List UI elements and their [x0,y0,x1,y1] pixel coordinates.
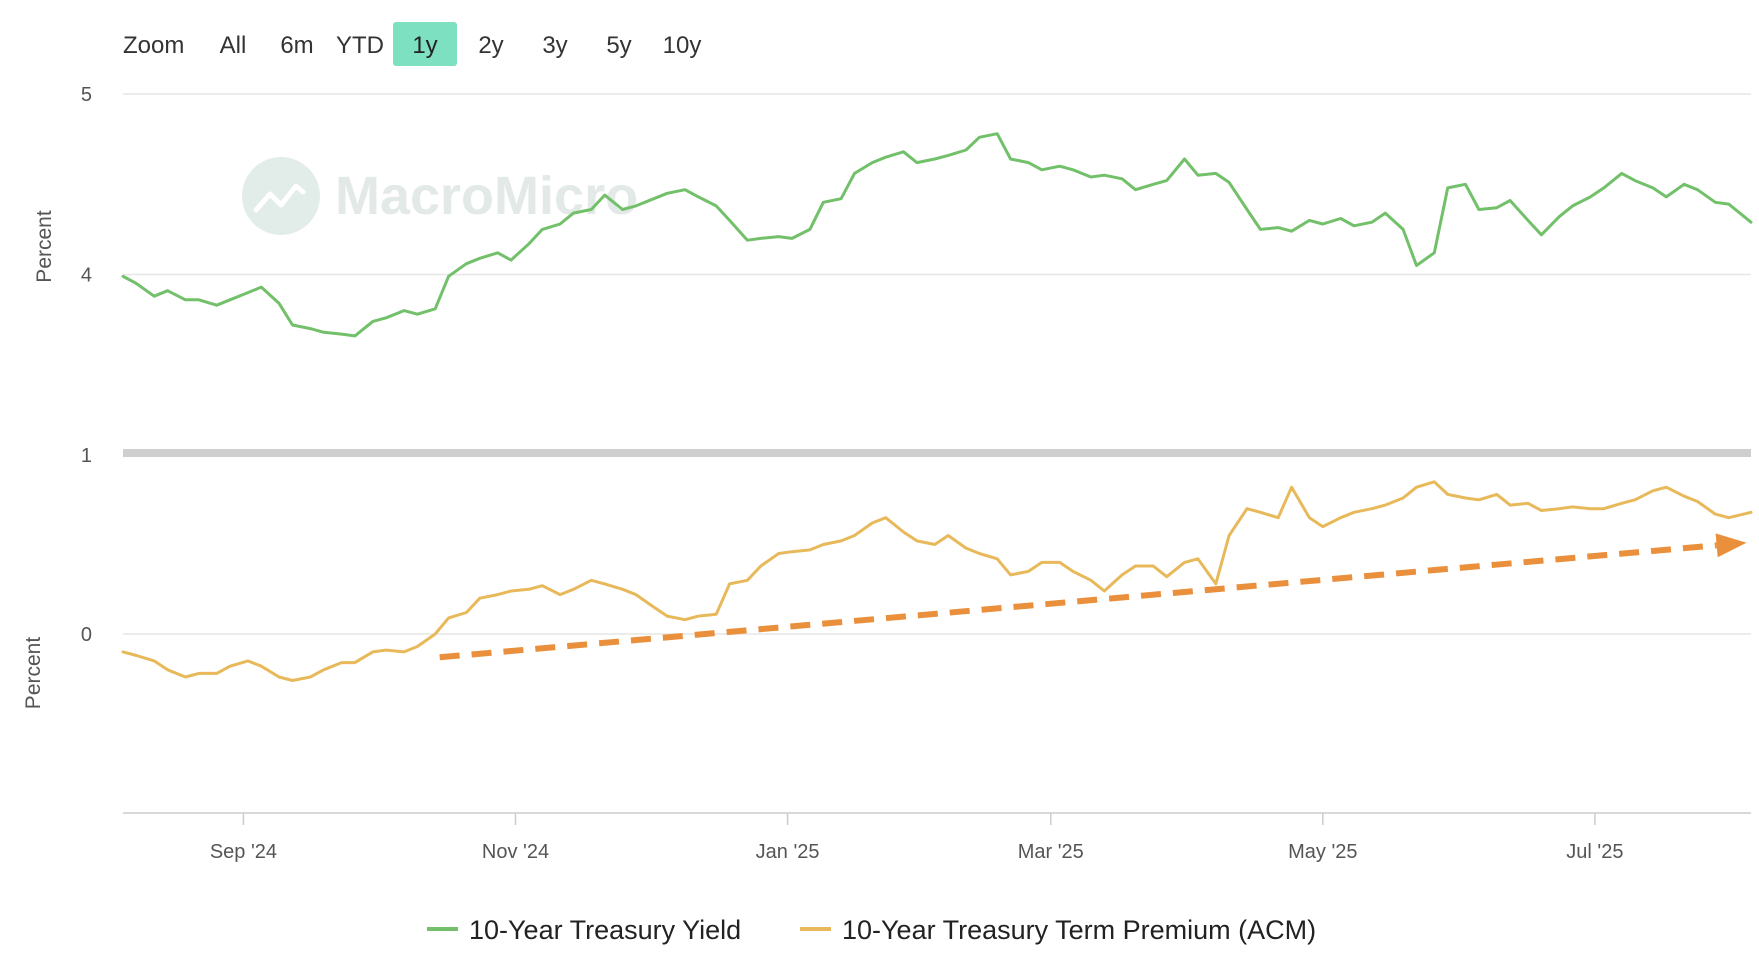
range-button-label: 6m [280,32,313,59]
range-button-1y[interactable]: 1y [393,22,457,66]
range-button-ytd[interactable]: YTD [336,32,384,59]
range-button-label: 1y [412,32,437,59]
range-button-10y[interactable]: 10y [663,32,702,59]
range-button-label: 10y [663,32,702,59]
pane-divider[interactable] [123,449,1751,457]
y-tick-label: 0 [81,624,92,646]
trend-arrow-line [439,542,1717,661]
watermark: MacroMicro [242,157,638,235]
range-button-active-bg [393,22,457,66]
legend-label: 10-Year Treasury Yield [469,915,741,945]
range-button-label: 2y [478,32,503,59]
y-tick-label: 1 [81,445,92,467]
legend-label: 10-Year Treasury Term Premium (ACM) [842,915,1316,945]
x-tick-label: Nov '24 [482,841,549,863]
series-line-0 [121,480,1753,682]
x-tick-label: Sep '24 [210,841,277,863]
bottom-pane: 1 0 Percent Sep '24 Nov '24 Jan '25 Mar '25 May… [22,445,1753,863]
range-button-5y[interactable]: 5y [606,32,631,59]
range-selector: Zoom All 6m YTD 1y 2y 3y 5y 10y [123,22,701,66]
legend: 10-Year Treasury Yield 10-Year Treasury T… [427,915,1316,945]
range-button-3y[interactable]: 3y [542,32,567,59]
range-button-6m[interactable]: 6m [280,32,313,59]
top-pane: 5 4 Percent [33,84,1753,338]
legend-item-1[interactable]: 10-Year Treasury Term Premium (ACM) [800,915,1316,945]
range-button-all[interactable]: All [220,32,247,59]
trend-arrow-head [1715,533,1747,558]
watermark-text: MacroMicro [335,166,638,226]
y-axis-title: Percent [33,210,56,283]
chart-line-logo-icon [242,157,320,235]
range-button-label: All [220,32,247,59]
legend-item-0[interactable]: 10-Year Treasury Yield [427,915,741,945]
range-button-label: 5y [606,32,631,59]
range-button-label: 3y [542,32,567,59]
y-tick-label: 5 [81,84,92,106]
range-button-2y[interactable]: 2y [478,32,503,59]
y-tick-label: 4 [81,265,92,287]
y-axis-title: Percent [22,637,45,710]
x-tick-label: Jan '25 [756,841,820,863]
zoom-label: Zoom [123,32,184,59]
x-tick-label: Jul '25 [1566,841,1623,863]
range-button-label: YTD [336,32,384,59]
x-tick-label: May '25 [1288,841,1357,863]
x-tick-label: Mar '25 [1018,841,1084,863]
series-line-0 [121,132,1753,338]
